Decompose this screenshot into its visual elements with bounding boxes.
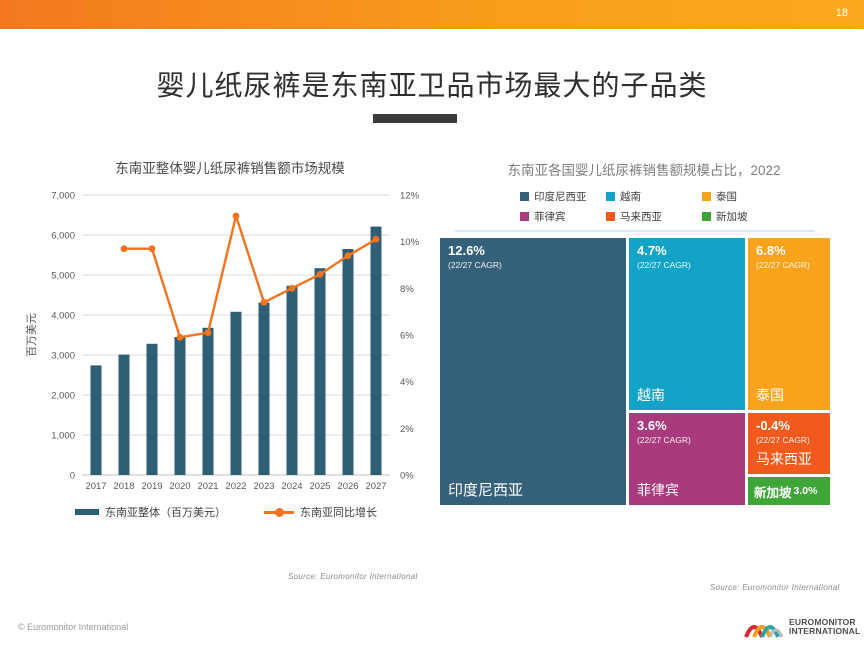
cagr-note: (22/27 CAGR) xyxy=(637,259,691,270)
svg-text:2027: 2027 xyxy=(365,481,386,492)
svg-text:2017: 2017 xyxy=(85,481,106,492)
title-underline xyxy=(373,114,457,123)
slide-title: 婴儿纸尿裤是东南亚卫品市场最大的子品类 xyxy=(156,71,708,102)
treemap-block-thailand: 6.8% (22/27 CAGR) 泰国 xyxy=(748,238,830,410)
vietnam-swatch xyxy=(606,192,615,201)
singapore-swatch xyxy=(702,212,711,221)
right-chart-source: Source: Euromonitor International xyxy=(710,583,840,592)
cagr-value: 3.0% xyxy=(793,485,818,497)
svg-text:2%: 2% xyxy=(400,424,414,435)
market-size-bar-line-chart: 0 1,000 2,000 3,000 4,000 5,000 6,000 7,000 0% 2%… xyxy=(25,191,420,493)
country-label: 菲律宾 xyxy=(637,482,679,498)
philippines-swatch xyxy=(520,212,529,221)
page-number: 18 xyxy=(835,7,848,19)
svg-text:3,000: 3,000 xyxy=(51,351,75,362)
line-series-label: 东南亚同比增长 xyxy=(300,507,377,519)
treemap-legend: 印度尼西亚 越南 泰国 菲律宾 马来西亚 新加坡 xyxy=(520,189,748,224)
left-chart-source: Source: Euromonitor International xyxy=(288,572,418,581)
svg-text:2024: 2024 xyxy=(281,481,302,492)
line-series-swatch xyxy=(264,507,294,517)
euromonitor-logo-text: EUROMONITOR INTERNATIONAL xyxy=(789,616,861,637)
country-label: 马来西亚 xyxy=(756,451,812,467)
cagr-note: (22/27 CAGR) xyxy=(448,259,502,270)
euromonitor-logo: EUROMONITOR INTERNATIONAL xyxy=(744,615,860,639)
svg-text:0%: 0% xyxy=(400,471,414,482)
right-chart-title: 东南亚各国婴儿纸尿裤销售额规模占比，2022 xyxy=(507,163,781,178)
svg-text:2019: 2019 xyxy=(141,481,162,492)
legend-label: 印度尼西亚 xyxy=(534,191,587,203)
legend-item-thailand: 泰国 xyxy=(702,189,748,204)
cagr-note: (22/27 CAGR) xyxy=(756,434,810,445)
copyright-text: © Euromonitor International xyxy=(18,622,129,632)
svg-text:2025: 2025 xyxy=(309,481,330,492)
legend-item-singapore: 新加坡 xyxy=(702,209,748,224)
legend-item-philippines: 菲律宾 xyxy=(520,209,606,224)
svg-text:2021: 2021 xyxy=(197,481,218,492)
svg-text:2020: 2020 xyxy=(169,481,190,492)
svg-text:8%: 8% xyxy=(400,284,414,295)
svg-text:7,000: 7,000 xyxy=(51,191,75,202)
cagr-value: 6.8% xyxy=(756,243,786,258)
svg-text:2023: 2023 xyxy=(253,481,274,492)
svg-text:2018: 2018 xyxy=(113,481,134,492)
cagr-value: 3.6% xyxy=(637,418,667,433)
legend-item-malaysia: 马来西亚 xyxy=(606,209,702,224)
svg-text:1,000: 1,000 xyxy=(51,431,75,442)
treemap-block-indonesia: 12.6% (22/27 CAGR) 印度尼西亚 xyxy=(440,238,626,505)
legend-label: 新加坡 xyxy=(716,211,748,223)
treemap-block-singapore: 新加坡 3.0% xyxy=(748,477,830,505)
malaysia-swatch xyxy=(606,212,615,221)
svg-text:6%: 6% xyxy=(400,331,414,342)
svg-text:4%: 4% xyxy=(400,377,414,388)
cagr-note: (22/27 CAGR) xyxy=(637,434,691,445)
country-label: 新加坡 xyxy=(754,485,792,500)
legend-item-indonesia: 印度尼西亚 xyxy=(520,189,606,204)
euromonitor-logo-mark xyxy=(744,625,784,638)
indonesia-swatch xyxy=(520,192,529,201)
svg-text:0: 0 xyxy=(70,471,75,482)
bar-series-label: 东南亚整体（百万美元） xyxy=(105,507,226,519)
svg-text:百万美元: 百万美元 xyxy=(25,313,38,357)
treemap-block-philippines: 3.6% (22/27 CAGR) 菲律宾 xyxy=(629,413,745,505)
logo-line-1: EUROMONITOR xyxy=(789,616,856,627)
svg-text:10%: 10% xyxy=(400,237,420,248)
svg-text:4,000: 4,000 xyxy=(51,311,75,322)
legend-item-vietnam: 越南 xyxy=(606,189,702,204)
cagr-note: (22/27 CAGR) xyxy=(756,259,810,270)
svg-text:6,000: 6,000 xyxy=(51,231,75,242)
treemap-block-malaysia: -0.4% (22/27 CAGR) 马来西亚 xyxy=(748,413,830,474)
country-label: 印度尼西亚 xyxy=(448,482,524,499)
legend-label: 菲律宾 xyxy=(534,211,566,223)
country-label: 越南 xyxy=(637,387,665,403)
share-treemap: 12.6% (22/27 CAGR) 印度尼西亚 4.7% (22/27 CAG… xyxy=(440,238,830,505)
svg-text:5,000: 5,000 xyxy=(51,271,75,282)
legend-label: 泰国 xyxy=(716,191,737,203)
cagr-value: 4.7% xyxy=(637,243,667,258)
treemap-top-accent-line xyxy=(455,230,815,232)
legend-item-bar-series: 东南亚整体（百万美元） xyxy=(75,504,226,520)
legend-item-line-series: 东南亚同比增长 xyxy=(264,504,377,520)
thailand-swatch xyxy=(702,192,711,201)
logo-line-2: INTERNATIONAL xyxy=(789,626,861,636)
bar-series-swatch xyxy=(75,509,99,515)
legend-label: 越南 xyxy=(620,191,641,203)
cagr-value: -0.4% xyxy=(756,418,790,433)
left-chart-legend: 东南亚整体（百万美元） 东南亚同比增长 xyxy=(75,504,377,520)
country-label: 泰国 xyxy=(756,387,784,403)
svg-text:12%: 12% xyxy=(400,191,420,202)
legend-label: 马来西亚 xyxy=(620,211,662,223)
cagr-value: 12.6% xyxy=(448,243,485,258)
left-chart-title: 东南亚整体婴儿纸尿裤销售额市场规模 xyxy=(115,161,345,176)
svg-text:2022: 2022 xyxy=(225,481,246,492)
treemap-block-vietnam: 4.7% (22/27 CAGR) 越南 xyxy=(629,238,745,410)
svg-text:2026: 2026 xyxy=(337,481,358,492)
svg-text:2,000: 2,000 xyxy=(51,391,75,402)
header-bar: 18 xyxy=(0,0,864,29)
